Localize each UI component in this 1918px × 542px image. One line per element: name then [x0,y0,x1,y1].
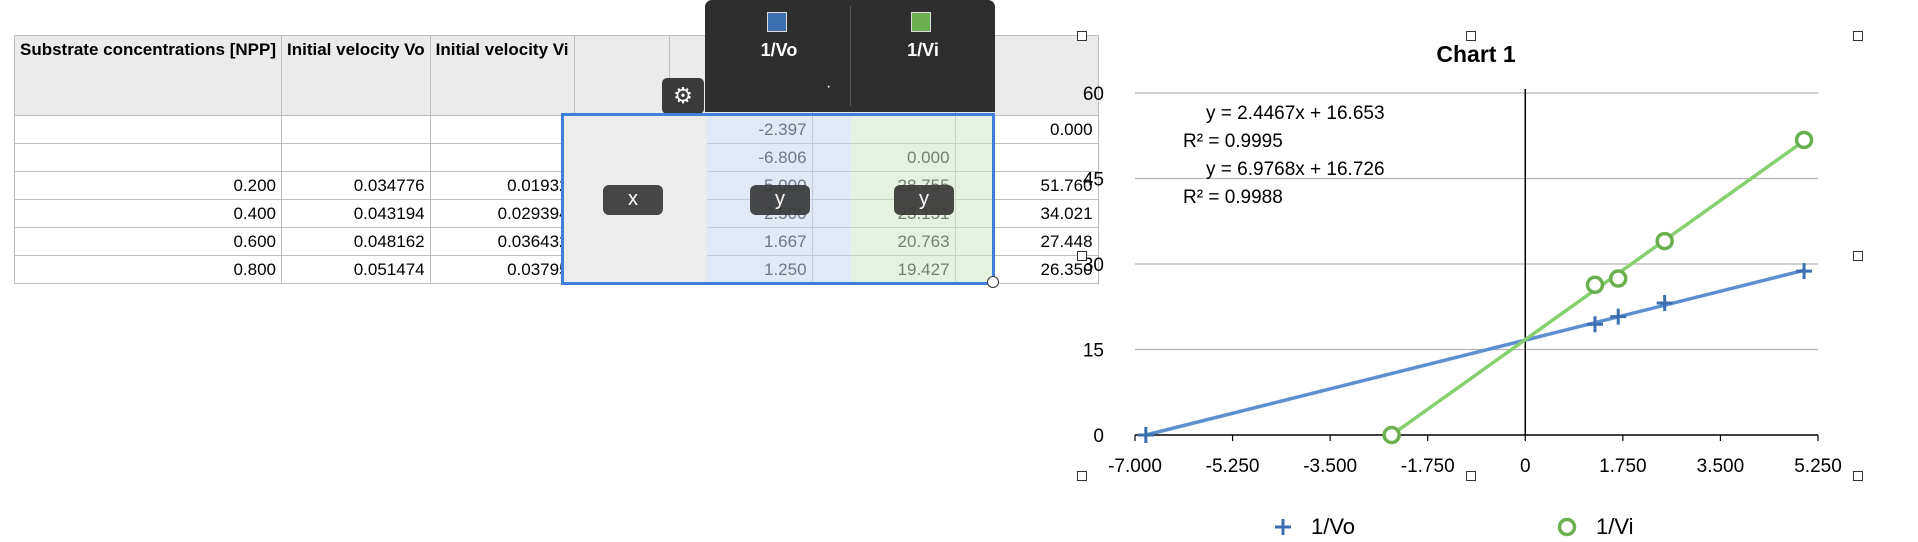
trendline-0 [1144,268,1806,437]
chart-handle-br[interactable] [1853,471,1863,481]
table-cell[interactable]: 0.800 [14,255,282,284]
x-tick-label: -1.750 [1401,456,1455,477]
trendline-1 [1389,139,1806,437]
legend-label-vi: 1/Vi [1596,514,1634,539]
header-inv-vo-label[interactable]: 1/Vo [760,40,798,60]
header-vi[interactable]: Initial velocity Vi [429,35,575,116]
chart-title[interactable]: Chart 1 [1436,41,1515,67]
table-cell[interactable] [429,115,575,144]
data-point-vi [1608,269,1628,288]
data-point-vi [1585,275,1605,295]
table-cell[interactable] [429,143,575,172]
table-cell[interactable] [281,115,431,144]
chart-axes: -7.000 -5.250 -3.500 -1.750 0 1.750 3.500 5.250 [1108,89,1842,477]
dot-label: · [826,78,832,95]
table-cell[interactable]: 0.600 [14,227,282,256]
header-empty[interactable] [573,35,670,116]
data-point-vo [1610,308,1627,325]
y-role-pill-vo[interactable]: y [750,185,810,215]
header-vo[interactable]: Initial velocity Vo [281,35,431,116]
y-tick-label: 15 [1083,341,1104,362]
table-cell[interactable]: 0.03795 [429,255,575,284]
x-role-pill[interactable]: x [603,185,663,215]
table-cell[interactable]: 0.034776 [281,171,431,200]
table-cell[interactable]: 0.01932 [429,171,575,200]
table-cell[interactable]: 0.029394 [429,199,575,228]
chart-annotations: y = 2.4467x + 16.653 R² = 0.9995 y = 6.976… [1183,103,1385,208]
table-cell[interactable]: 0.048162 [281,227,431,256]
vi-series-swatch[interactable] [911,12,931,32]
x-tick-label: 1.750 [1599,456,1647,477]
x-tick-label: -3.500 [1303,456,1357,477]
x-tick-label: 0 [1520,456,1531,477]
chart-handle-tr[interactable] [1853,31,1863,41]
data-point-vo [1137,427,1154,443]
table-cell[interactable]: 0.400 [14,199,282,228]
x-tick-label: -7.000 [1108,456,1162,477]
chart-handle-tl[interactable] [1077,31,1087,41]
data-point-vi [1655,231,1674,251]
gear-button[interactable]: ⚙ [662,78,704,114]
x-tick-label: 3.500 [1697,456,1745,477]
vo-series-swatch[interactable] [767,12,787,32]
chart-handle-bc[interactable] [1466,471,1476,481]
data-point-vo [1586,316,1603,333]
table-cell[interactable]: 0.036432 [429,227,575,256]
chart-handle-ml[interactable] [1077,251,1087,261]
trendline-equation: y = 6.9768x + 16.726 [1206,159,1385,180]
data-point-vo [1656,295,1673,312]
data-point-vi [1382,425,1401,445]
legend-marker-vi [1557,517,1577,537]
table-cell[interactable]: 0.200 [14,171,282,200]
chart-trendlines [1144,139,1806,437]
chart-handle-mr[interactable] [1853,251,1863,261]
data-point-vi [1794,130,1814,150]
x-tick-label: 5.250 [1794,456,1842,477]
y-tick-label: 0 [1093,426,1104,447]
series-header-divider [850,6,851,106]
chart-points [1137,130,1814,445]
x-tick-label: -5.250 [1206,456,1260,477]
table-cell[interactable]: 0.051474 [281,255,431,284]
table-cell[interactable] [14,143,282,172]
legend-label-vo: 1/Vo [1311,514,1355,539]
trendline-equation: y = 2.4467x + 16.653 [1206,103,1385,124]
chart-handle-bl[interactable] [1077,471,1087,481]
gear-icon: ⚙ [673,83,693,108]
chart-handle-tc[interactable] [1466,31,1476,41]
trendline-equation: R² = 0.9995 [1183,131,1283,152]
selection-resize-handle[interactable] [987,276,999,288]
table-cell[interactable] [281,143,431,172]
header-inv-vi-label[interactable]: 1/Vi [907,40,939,60]
table-cell[interactable] [14,115,282,144]
chart-legend: 1/Vo 1/Vi [1275,514,1634,539]
table-cell[interactable]: 0.043194 [281,199,431,228]
data-point-vo [1796,263,1813,280]
trendline-equation: R² = 0.9988 [1183,187,1283,208]
y-role-pill-vi[interactable]: y [894,185,954,215]
header-substrate[interactable]: Substrate concentrations [NPP] [14,35,282,116]
